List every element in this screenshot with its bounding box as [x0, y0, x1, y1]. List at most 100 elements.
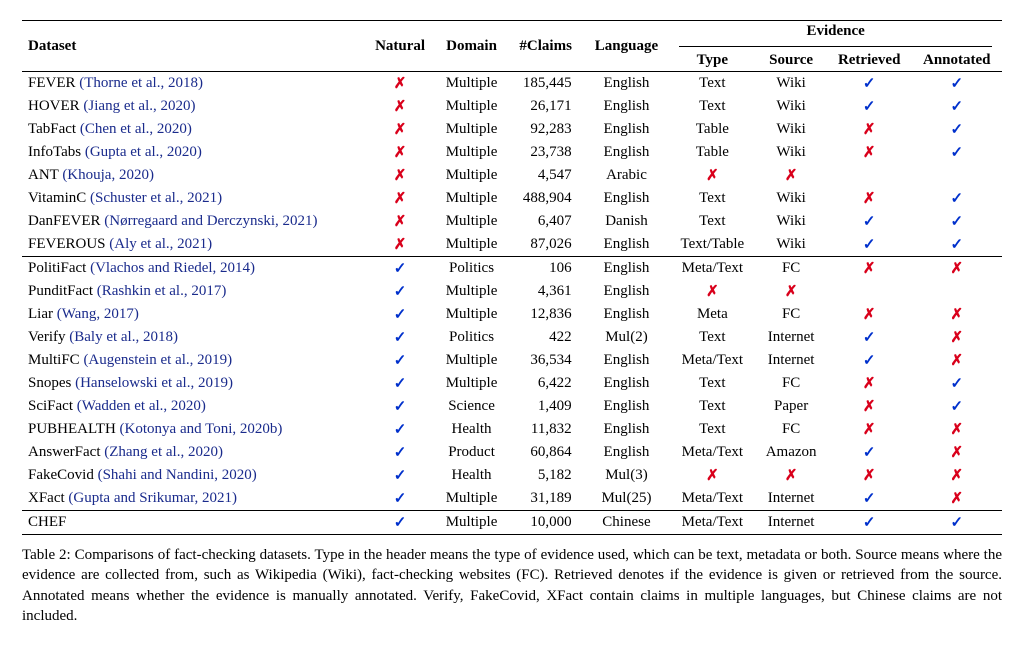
citation-link[interactable]: (Rashkin et al., 2017) [97, 283, 227, 299]
cell-text: Internet [768, 490, 815, 506]
cell-text: Table [696, 121, 729, 137]
cell-type: ✗ [669, 164, 755, 187]
cell-claims: 10,000 [508, 511, 584, 535]
citation-link[interactable]: (Jiang et al., 2020) [83, 98, 195, 114]
cell-claims: 12,836 [508, 303, 584, 326]
cell-natural: ✓ [365, 326, 436, 349]
check-icon: ✓ [950, 99, 963, 115]
check-icon: ✓ [950, 191, 963, 207]
table-row: TabFact (Chen et al., 2020)✗Multiple92,2… [22, 118, 1002, 141]
cell-claims: 11,832 [508, 418, 584, 441]
cell-claims: 92,283 [508, 118, 584, 141]
table-row: InfoTabs (Gupta et al., 2020)✗Multiple23… [22, 141, 1002, 164]
citation-link[interactable]: (Shahi and Nandini, 2020) [98, 467, 257, 483]
dataset-name: FakeCovid [28, 467, 94, 483]
check-icon: ✓ [394, 515, 407, 531]
cell-annotated [912, 280, 1002, 303]
citation-link[interactable]: (Baly et al., 2018) [69, 329, 178, 345]
col-annotated: Annotated [912, 50, 1002, 72]
citation-link[interactable]: (Aly et al., 2021) [109, 236, 212, 252]
cell-type: Meta/Text [669, 349, 755, 372]
table-row: FEVEROUS (Aly et al., 2021)✗Multiple87,0… [22, 233, 1002, 257]
citation-link[interactable]: (Wadden et al., 2020) [77, 398, 206, 414]
cell-source: ✗ [755, 280, 826, 303]
col-natural: Natural [365, 21, 436, 72]
cell-text: Table [696, 144, 729, 160]
cell-claims: 106 [508, 257, 584, 281]
cell-natural: ✓ [365, 303, 436, 326]
cell-language: English [584, 280, 670, 303]
cell-source: Wiki [755, 233, 826, 257]
check-icon: ✓ [394, 261, 407, 277]
citation-link[interactable]: (Schuster et al., 2021) [90, 190, 222, 206]
cell-dataset: Verify (Baly et al., 2018) [22, 326, 365, 349]
evidence-group-label: Evidence [802, 23, 868, 40]
cell-natural: ✓ [365, 372, 436, 395]
table-caption: Table 2: Comparisons of fact-checking da… [22, 545, 1002, 626]
cell-language: Chinese [584, 511, 670, 535]
cell-type: Text [669, 395, 755, 418]
citation-link[interactable]: (Hanselowski et al., 2019) [75, 375, 233, 391]
check-icon: ✓ [394, 376, 407, 392]
dataset-name: PolitiFact [28, 260, 86, 276]
citation-link[interactable]: (Wang, 2017) [57, 306, 139, 322]
cell-dataset: DanFEVER (Nørregaard and Derczynski, 202… [22, 210, 365, 233]
cell-type: Meta/Text [669, 487, 755, 511]
cell-natural: ✓ [365, 257, 436, 281]
cell-annotated: ✗ [912, 349, 1002, 372]
table-row: Liar (Wang, 2017)✓Multiple12,836EnglishM… [22, 303, 1002, 326]
check-icon: ✓ [394, 330, 407, 346]
cross-icon: ✗ [950, 468, 963, 484]
cell-language: Mul(2) [584, 326, 670, 349]
citation-link[interactable]: (Kotonya and Toni, 2020b) [120, 421, 283, 437]
cell-natural: ✗ [365, 187, 436, 210]
cell-language: English [584, 233, 670, 257]
dataset-name: Snopes [28, 375, 71, 391]
cross-icon: ✗ [950, 491, 963, 507]
citation-link[interactable]: (Augenstein et al., 2019) [83, 352, 232, 368]
cell-natural: ✗ [365, 164, 436, 187]
dataset-name: HOVER [28, 98, 80, 114]
dataset-name: Verify [28, 329, 66, 345]
cell-domain: Multiple [435, 95, 507, 118]
cell-text: Meta/Text [682, 514, 743, 530]
cell-text: Meta/Text [682, 444, 743, 460]
cell-dataset: InfoTabs (Gupta et al., 2020) [22, 141, 365, 164]
cell-natural: ✗ [365, 233, 436, 257]
check-icon: ✓ [394, 307, 407, 323]
cell-language: Arabic [584, 164, 670, 187]
cross-icon: ✗ [394, 168, 407, 184]
cell-retrieved: ✓ [827, 233, 912, 257]
cell-natural: ✗ [365, 141, 436, 164]
citation-link[interactable]: (Chen et al., 2020) [80, 121, 192, 137]
citation-link[interactable]: (Thorne et al., 2018) [79, 75, 203, 91]
cell-retrieved: ✗ [827, 372, 912, 395]
cell-natural: ✗ [365, 72, 436, 96]
citation-link[interactable]: (Zhang et al., 2020) [104, 444, 223, 460]
cross-icon: ✗ [950, 422, 963, 438]
cell-annotated: ✗ [912, 418, 1002, 441]
cell-domain: Multiple [435, 349, 507, 372]
cell-source: FC [755, 303, 826, 326]
dataset-name: ANT [28, 167, 59, 183]
cell-text: FC [782, 306, 800, 322]
cell-retrieved: ✗ [827, 118, 912, 141]
cell-type: Meta/Text [669, 441, 755, 464]
cell-type: Meta/Text [669, 511, 755, 535]
cell-domain: Politics [435, 257, 507, 281]
cell-domain: Health [435, 418, 507, 441]
cell-text: Wiki [776, 144, 805, 160]
citation-link[interactable]: (Vlachos and Riedel, 2014) [90, 260, 255, 276]
citation-link[interactable]: (Gupta et al., 2020) [85, 144, 202, 160]
citation-link[interactable]: (Nørregaard and Derczynski, 2021) [104, 213, 317, 229]
dataset-name: VitaminC [28, 190, 86, 206]
cell-language: English [584, 72, 670, 96]
citation-link[interactable]: (Gupta and Srikumar, 2021) [68, 490, 237, 506]
cell-text: Wiki [776, 190, 805, 206]
cell-source: Internet [755, 349, 826, 372]
dataset-name: CHEF [28, 514, 66, 530]
citation-link[interactable]: (Khouja, 2020) [62, 167, 154, 183]
check-icon: ✓ [394, 353, 407, 369]
cell-domain: Multiple [435, 511, 507, 535]
cell-dataset: Snopes (Hanselowski et al., 2019) [22, 372, 365, 395]
